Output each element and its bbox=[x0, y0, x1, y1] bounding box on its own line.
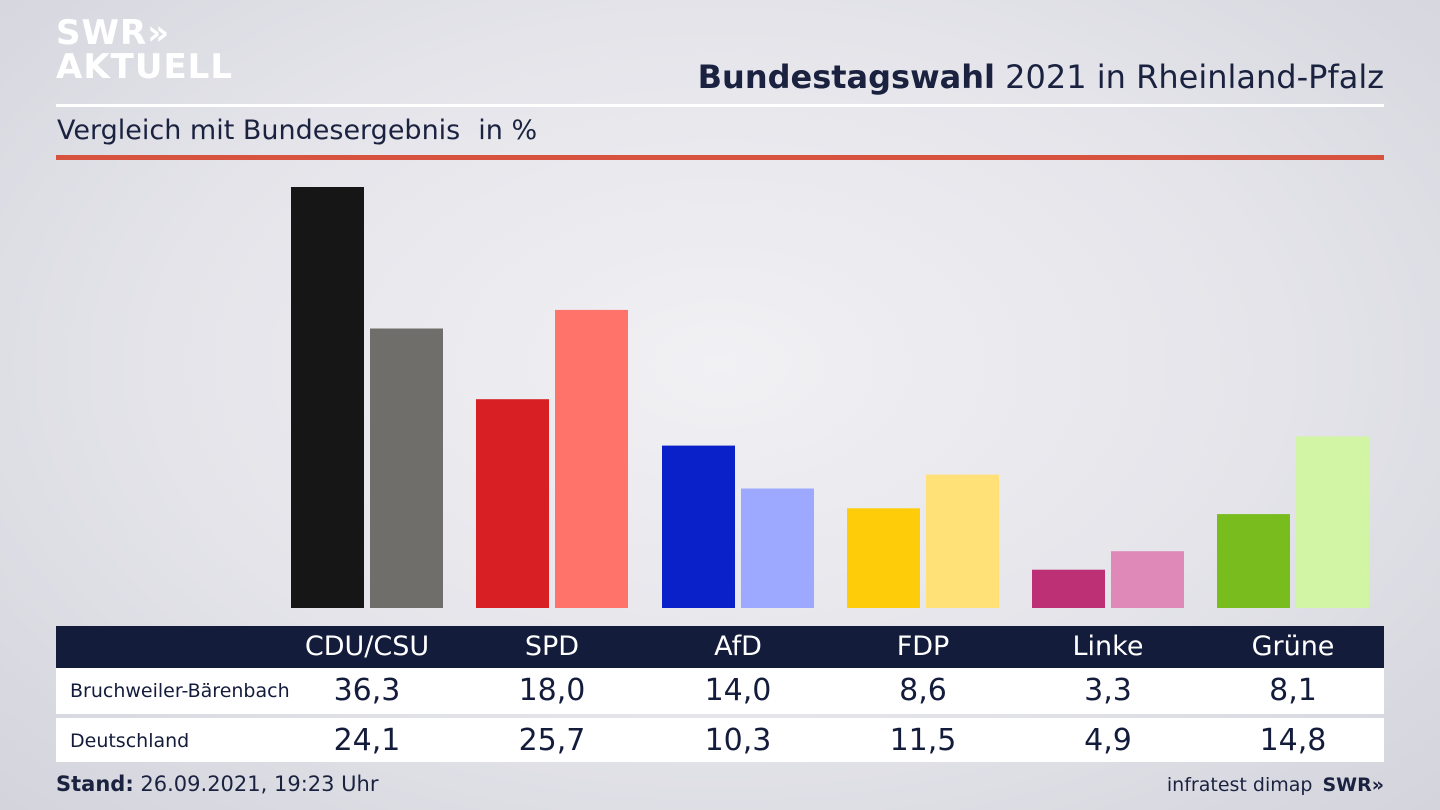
party-header: FDP bbox=[896, 631, 950, 662]
party-header: SPD bbox=[524, 631, 580, 662]
bar-linke-national bbox=[1111, 551, 1184, 608]
results-table: CDU/CSU SPD AfD FDP Linke Grüne Bruchweiler-B… bbox=[56, 626, 1384, 762]
subtitle-unit: in % bbox=[478, 115, 538, 146]
title-bold: Bundestagswahl bbox=[697, 58, 995, 96]
bar-cdu-csu-local bbox=[291, 187, 364, 608]
bar-grüne-national bbox=[1296, 436, 1369, 608]
bar-spd-local bbox=[476, 399, 549, 608]
bar-cdu-csu-national bbox=[370, 328, 443, 608]
stand-value: 26.09.2021, 19:23 Uhr bbox=[133, 772, 379, 796]
value-cell: 14,0 bbox=[704, 673, 772, 708]
party-header: Grüne bbox=[1251, 631, 1335, 662]
title-rest: 2021 in Rheinland-Pfalz bbox=[995, 58, 1384, 96]
bar-spd-national bbox=[555, 309, 628, 608]
party-header: AfD bbox=[714, 631, 762, 662]
party-header: Linke bbox=[1072, 631, 1144, 662]
value-cell: 18,0 bbox=[518, 673, 586, 708]
value-cell: 4,9 bbox=[1084, 723, 1132, 758]
logo-line-2: AKTUELL bbox=[56, 47, 234, 87]
swr-footer-logo: SWR» bbox=[1322, 774, 1384, 796]
value-cell: 25,7 bbox=[518, 723, 586, 758]
value-cell: 10,3 bbox=[704, 723, 772, 758]
table-body: Bruchweiler-Bärenbach 36,3 18,0 14,0 8,6 3,3 8… bbox=[56, 668, 1384, 762]
value-cell: 3,3 bbox=[1084, 673, 1132, 708]
row-label: Bruchweiler-Bärenbach bbox=[70, 680, 290, 702]
page-title: Bundestagswahl 2021 in Rheinland-Pfalz bbox=[698, 58, 1384, 96]
swr-aktuell-logo: SWR» AKTUELL bbox=[56, 16, 233, 84]
subtitle-text: Vergleich mit Bundesergebnis bbox=[57, 115, 461, 146]
value-cell: 24,1 bbox=[333, 723, 401, 758]
value-cell: 36,3 bbox=[333, 673, 401, 708]
row-label: Deutschland bbox=[70, 730, 190, 752]
logo-line-1: SWR» bbox=[56, 13, 171, 53]
bar-fdp-local bbox=[847, 508, 920, 608]
subtitle-divider bbox=[56, 155, 1384, 160]
source-credit: infratest dimap SWR» bbox=[1167, 774, 1384, 796]
party-header: CDU/CSU bbox=[304, 631, 430, 662]
table-header-row: CDU/CSU SPD AfD FDP Linke Grüne bbox=[56, 626, 1384, 668]
value-cell: 14,8 bbox=[1259, 723, 1327, 758]
timestamp: Stand: 26.09.2021, 19:23 Uhr bbox=[56, 772, 379, 796]
bar-afd-local bbox=[662, 445, 735, 608]
source-text: infratest dimap bbox=[1166, 774, 1313, 796]
bar-afd-national bbox=[741, 488, 814, 608]
chart-subtitle: Vergleich mit Bundesergebnis in % bbox=[57, 115, 537, 146]
stand-label: Stand: bbox=[56, 772, 134, 796]
bar-linke-local bbox=[1032, 569, 1105, 608]
header-divider bbox=[56, 104, 1384, 107]
value-cell: 11,5 bbox=[889, 723, 957, 758]
bar-grüne-local bbox=[1217, 514, 1290, 608]
value-cell: 8,6 bbox=[899, 673, 947, 708]
table-row: Bruchweiler-Bärenbach 36,3 18,0 14,0 8,6 3,3 8… bbox=[56, 668, 1384, 714]
table-row: Deutschland 24,1 25,7 10,3 11,5 4,9 14,8 bbox=[56, 718, 1384, 762]
bar-fdp-national bbox=[926, 474, 999, 608]
value-cell: 8,1 bbox=[1269, 673, 1317, 708]
